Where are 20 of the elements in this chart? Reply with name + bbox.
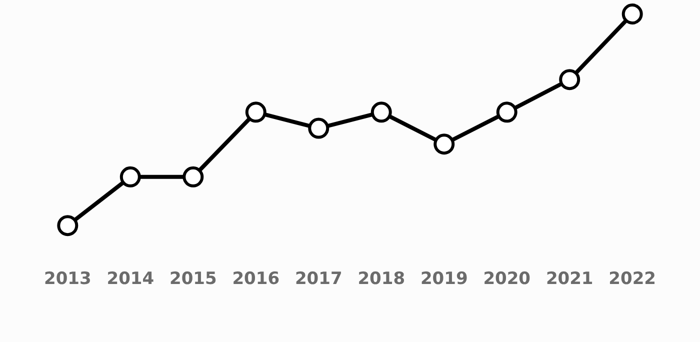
point [182,166,204,188]
point [559,69,580,90]
point [622,4,643,24]
x-tick-label: 2013 [44,269,92,290]
x-tick-label: 2015 [169,269,217,290]
point [57,215,78,236]
x-tick-label: 2016 [232,269,280,290]
point [308,118,330,139]
x-tick-label: 2019 [420,269,468,290]
x-tick-label: 2014 [106,269,154,290]
point [496,102,518,123]
point [245,102,266,123]
point [434,134,455,155]
x-tick-label: 2020 [483,269,531,290]
x-tick-label: 2022 [608,269,656,290]
x-tick-label: 2017 [294,269,342,290]
x-tick-label: 2018 [358,269,406,290]
x-tick-label: 2021 [546,269,594,290]
point [370,102,392,123]
point [120,166,141,188]
